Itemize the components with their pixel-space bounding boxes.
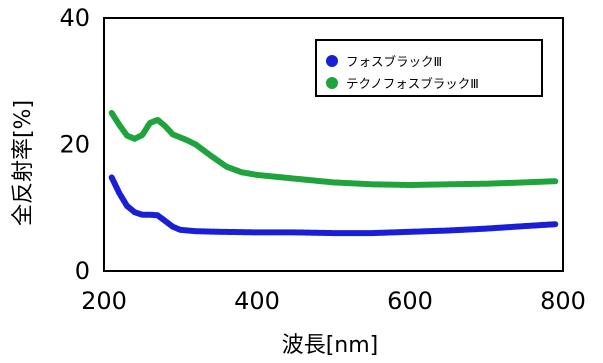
series-line-1	[108, 174, 559, 237]
y-tick-label-20: 20	[59, 131, 90, 159]
x-tick-label-600: 600	[387, 287, 433, 315]
y-tick-label-40: 40	[59, 4, 90, 32]
y-tick-label-0: 0	[75, 257, 90, 285]
legend-box	[315, 39, 543, 97]
plot-frame	[103, 17, 564, 272]
x-tick-label-200: 200	[81, 287, 127, 315]
axis-ticks: 200 400 600 800 0 20 40	[59, 4, 585, 315]
y-axis-title: 全反射率[%]	[11, 100, 36, 226]
x-axis-title: 波長[nm]	[282, 333, 379, 358]
x-tick-label-400: 400	[234, 287, 280, 315]
x-tick-label-800: 800	[540, 287, 586, 315]
legend: フォスブラックⅢ テクノフォスブラックⅢ	[315, 39, 543, 97]
plot-area	[103, 17, 564, 272]
series-line-2	[108, 109, 559, 188]
legend-marker-technofosblack	[326, 77, 338, 89]
legend-marker-fosblack	[326, 55, 338, 67]
legend-label-technofosblack: テクノフォスブラックⅢ	[346, 76, 479, 91]
legend-label-fosblack: フォスブラックⅢ	[346, 54, 442, 69]
